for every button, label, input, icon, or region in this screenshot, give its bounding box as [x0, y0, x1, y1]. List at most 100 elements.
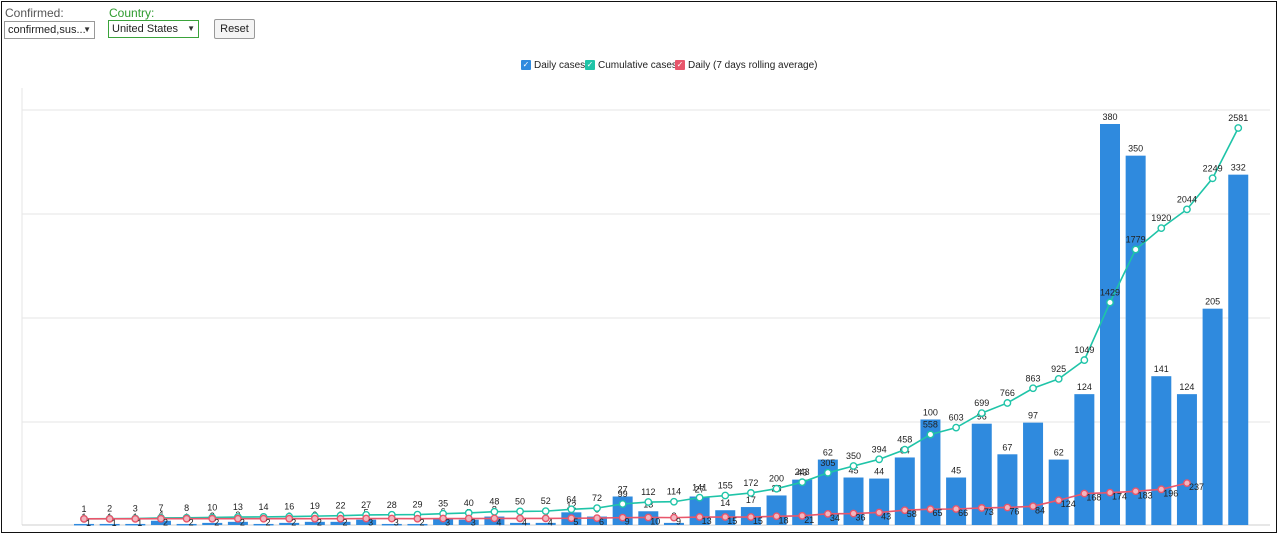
bar — [125, 523, 146, 526]
rolling-point — [516, 514, 524, 523]
rolling-value-label: 4 — [522, 517, 527, 527]
cumulative-point — [977, 409, 986, 418]
rolling-value-label: 1 — [137, 518, 142, 528]
rolling-value-label: 2 — [266, 518, 271, 528]
cumulative-point — [541, 507, 550, 516]
rolling-value-label: 3 — [394, 518, 399, 528]
cumulative-value-label: 16 — [284, 502, 294, 512]
rolling-point — [310, 514, 319, 523]
confirmed-select[interactable]: confirmed,sus... ▼ — [4, 21, 95, 39]
cumulative-point — [926, 430, 935, 439]
cumulative-value-label: 305 — [820, 458, 835, 468]
rolling-point — [208, 514, 217, 523]
bar — [1100, 124, 1120, 525]
rolling-value-label: 13 — [702, 516, 712, 526]
rolling-point — [644, 513, 653, 522]
cumulative-value-label: 112 — [641, 487, 655, 497]
bar — [663, 522, 684, 525]
rolling-value-label: 21 — [804, 515, 814, 525]
cumulative-point — [952, 423, 960, 432]
confirmed-select-value: confirmed,sus... — [8, 24, 86, 36]
rolling-value-label: 2 — [240, 518, 245, 528]
cumulative-value-label: 350 — [846, 451, 861, 461]
bar-value-label: 17 — [746, 495, 756, 505]
cumulative-point — [772, 484, 781, 493]
bar-value-label: 4 — [158, 509, 163, 519]
rolling-point — [952, 505, 960, 513]
cumulative-value-label: 863 — [1026, 373, 1041, 383]
bar — [227, 521, 248, 525]
rolling-point — [849, 509, 858, 518]
cumulative-value-label: 1049 — [1074, 345, 1094, 355]
cumulative-value-label: 1779 — [1126, 234, 1146, 244]
cumulative-value-label: 52 — [541, 496, 551, 506]
cumulative-value-label: 2581 — [1228, 113, 1248, 123]
cumulative-value-label: 394 — [872, 444, 887, 454]
rolling-value-label: 76 — [1009, 506, 1019, 516]
bar — [766, 495, 787, 525]
rolling-point — [875, 508, 884, 517]
cumulative-value-label: 22 — [335, 501, 345, 511]
rolling-point — [1003, 503, 1012, 512]
rolling-point — [1157, 485, 1166, 494]
rolling-point — [1054, 496, 1063, 505]
reset-button[interactable]: Reset — [214, 19, 255, 39]
rolling-value-label: 237 — [1189, 482, 1204, 492]
rolling-point — [721, 513, 730, 521]
cumulative-value-label: 3 — [133, 504, 138, 514]
rolling-value-label: 4 — [496, 517, 501, 527]
rolling-point — [772, 512, 781, 521]
legend-item-daily-cases[interactable]: ✓ Daily cases — [521, 58, 585, 72]
cumulative-point — [721, 491, 730, 500]
rolling-value-label: 3 — [445, 518, 450, 528]
bar — [1228, 174, 1249, 525]
rolling-value-label: 2 — [214, 518, 219, 528]
country-select[interactable]: United States ▼ — [108, 20, 199, 38]
cumulative-value-label: 28 — [387, 500, 397, 510]
legend-item-cumulative-cases[interactable]: ✓ Cumulative cases — [585, 58, 677, 72]
rolling-value-label: 168 — [1086, 493, 1101, 503]
cumulative-value-label: 558 — [923, 419, 938, 429]
cumulative-value-label: 19 — [310, 501, 320, 511]
rolling-point — [105, 514, 114, 523]
rolling-point — [1080, 489, 1089, 498]
rolling-value-label: 34 — [830, 513, 840, 523]
cumulative-point — [1029, 384, 1037, 393]
cumulative-value-label: 155 — [718, 481, 733, 491]
rolling-point — [413, 514, 422, 523]
bar-value-label: 141 — [1154, 364, 1169, 374]
cumulative-point — [823, 468, 832, 477]
rolling-point — [541, 514, 550, 523]
bar-value-label: 97 — [1028, 411, 1038, 421]
legend-item-rolling-average[interactable]: ✓ Daily (7 days rolling average) — [675, 58, 818, 72]
rolling-point — [567, 514, 576, 523]
rolling-value-label: 36 — [856, 513, 866, 523]
bar — [510, 522, 531, 525]
cumulative-point — [1080, 356, 1089, 364]
bar-value-label: 380 — [1102, 112, 1117, 122]
bar-value-label: 14 — [720, 498, 730, 508]
cumulative-value-label: 29 — [412, 500, 422, 510]
bar — [202, 522, 223, 525]
bar — [1048, 459, 1069, 525]
bar — [150, 520, 171, 525]
bar — [946, 477, 967, 525]
rolling-point — [439, 514, 447, 523]
cumulative-point — [1106, 298, 1114, 307]
cumulative-value-label: 7 — [158, 503, 163, 513]
rolling-point — [593, 514, 601, 522]
rolling-point — [977, 504, 986, 512]
rolling-point — [1029, 502, 1037, 511]
bar — [535, 522, 556, 525]
rolling-point — [182, 514, 191, 523]
cumulative-value-label: 13 — [233, 502, 243, 512]
rolling-point — [157, 514, 165, 523]
cumulative-value-label: 925 — [1051, 364, 1066, 374]
rolling-point — [1183, 479, 1191, 487]
cumulative-point — [670, 497, 678, 506]
cumulative-point — [1234, 124, 1243, 132]
chevron-down-icon: ▼ — [83, 25, 91, 34]
bar — [1151, 376, 1172, 525]
rolling-value-label: 43 — [881, 511, 891, 521]
